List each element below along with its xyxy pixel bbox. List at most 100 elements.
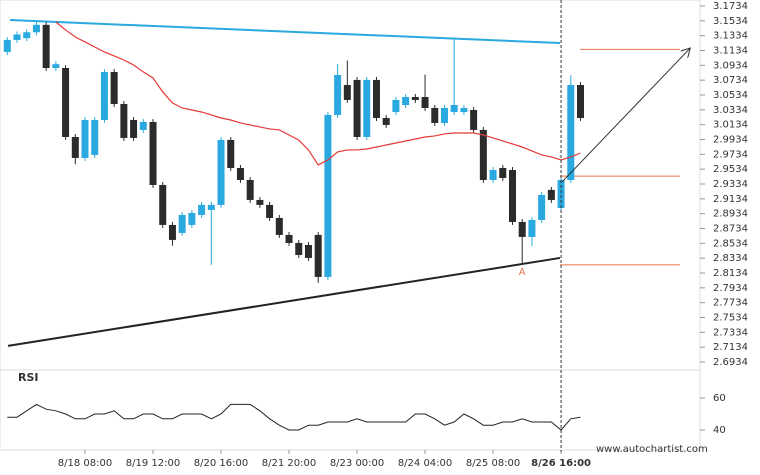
candle-body bbox=[32, 24, 40, 33]
candle-body bbox=[576, 84, 584, 118]
y-tick-label: 3.0334 bbox=[713, 105, 748, 116]
candle-body bbox=[207, 204, 215, 210]
trend-line bbox=[9, 19, 561, 45]
y-tick-label: 2.9134 bbox=[713, 194, 748, 205]
candle-body bbox=[52, 64, 60, 69]
x-tick-label: 8/19 12:00 bbox=[126, 458, 180, 469]
x-tick-label: 8/25 08:00 bbox=[466, 458, 520, 469]
candle-body bbox=[159, 184, 167, 225]
y-tick-label: 60 bbox=[713, 393, 726, 404]
y-tick-label: 2.8734 bbox=[713, 224, 748, 235]
candle-body bbox=[363, 79, 371, 137]
candle-body bbox=[23, 32, 31, 39]
candle-body bbox=[450, 105, 458, 112]
candle-body bbox=[295, 242, 303, 255]
candle-body bbox=[372, 79, 380, 118]
candle-body bbox=[266, 204, 274, 218]
candle-body bbox=[304, 244, 312, 258]
candle-body bbox=[13, 34, 21, 40]
candle-body bbox=[120, 103, 128, 138]
candle-body bbox=[42, 24, 50, 69]
candle-body bbox=[518, 221, 526, 237]
candle-body bbox=[499, 167, 507, 178]
candle-body bbox=[557, 179, 565, 208]
y-tick-label: 40 bbox=[713, 425, 726, 436]
y-tick-label: 2.8134 bbox=[713, 268, 748, 279]
y-tick-label: 2.9534 bbox=[713, 164, 748, 175]
candle-body bbox=[343, 84, 351, 100]
annotation: A bbox=[519, 267, 526, 278]
candle-body bbox=[353, 79, 361, 137]
y-tick-label: 2.7534 bbox=[713, 313, 748, 324]
y-tick-label: 3.1534 bbox=[713, 16, 748, 27]
forecast-arrow bbox=[561, 48, 690, 183]
y-tick-label: 2.8334 bbox=[713, 253, 748, 264]
price-frame bbox=[0, 0, 701, 371]
candle-body bbox=[440, 107, 448, 123]
candle-body bbox=[285, 234, 293, 243]
candle-body bbox=[402, 97, 410, 106]
y-tick-label: 3.1334 bbox=[713, 31, 748, 42]
candle-body bbox=[460, 107, 468, 112]
candle-body bbox=[275, 217, 283, 235]
y-tick-label: 3.0134 bbox=[713, 120, 748, 131]
trend-line bbox=[7, 256, 561, 347]
candle-body bbox=[382, 117, 390, 125]
y-tick-label: 2.7334 bbox=[713, 327, 748, 338]
candle-body bbox=[110, 72, 118, 104]
candle-body bbox=[62, 68, 70, 137]
y-tick-label: 3.0734 bbox=[713, 75, 748, 86]
candle-body bbox=[71, 136, 79, 158]
candle-body bbox=[314, 234, 322, 277]
y-tick-label: 2.7934 bbox=[713, 283, 748, 294]
y-tick-label: 2.7134 bbox=[713, 342, 748, 353]
candle-body bbox=[178, 214, 186, 233]
y-tick-label: 2.9734 bbox=[713, 149, 748, 160]
rsi-frame bbox=[0, 369, 701, 451]
candle-body bbox=[479, 129, 487, 180]
candle-body bbox=[139, 121, 147, 130]
candle-body bbox=[567, 84, 575, 180]
candle-body bbox=[227, 139, 235, 168]
y-tick-label: 2.7734 bbox=[713, 298, 748, 309]
x-tick-label: 8/21 20:00 bbox=[262, 458, 316, 469]
candle-body bbox=[81, 119, 89, 158]
candle-body bbox=[149, 121, 157, 185]
footer: www.autochartist.com bbox=[596, 444, 708, 455]
candle-body bbox=[538, 194, 546, 220]
candle-body bbox=[411, 97, 419, 100]
moving-average bbox=[55, 21, 581, 166]
y-tick-label: 3.0534 bbox=[713, 90, 748, 101]
y-tick-label: 2.8934 bbox=[713, 209, 748, 220]
candle-body bbox=[334, 74, 342, 115]
y-tick-label: 2.9934 bbox=[713, 135, 748, 146]
candle-body bbox=[489, 169, 497, 180]
rsi-title: RSI bbox=[18, 371, 39, 384]
y-tick-label: 2.6934 bbox=[713, 357, 748, 368]
rsi-line bbox=[7, 403, 581, 431]
candle-body bbox=[421, 97, 429, 108]
y-tick-label: 2.9334 bbox=[713, 179, 748, 190]
x-tick-label: 8/23 00:00 bbox=[330, 458, 384, 469]
x-tick-label: 8/26 16:00 bbox=[531, 458, 591, 469]
candle-body bbox=[392, 99, 400, 112]
candle-body bbox=[528, 219, 536, 237]
candle-body bbox=[217, 139, 225, 205]
x-tick-label: 8/18 08:00 bbox=[58, 458, 112, 469]
candle-body bbox=[3, 39, 11, 52]
candle-body bbox=[91, 119, 99, 155]
y-tick-label: 3.0934 bbox=[713, 60, 748, 71]
x-tick-label: 8/20 16:00 bbox=[194, 458, 248, 469]
candle-body bbox=[236, 167, 244, 180]
x-tick-label: 8/24 04:00 bbox=[398, 458, 452, 469]
y-tick-label: 3.1734 bbox=[713, 1, 748, 12]
candle-body bbox=[508, 169, 516, 222]
candle-body bbox=[168, 224, 176, 240]
candle-body bbox=[246, 179, 254, 200]
candle-body bbox=[324, 114, 332, 277]
y-tick-label: 2.8534 bbox=[713, 238, 748, 249]
candle-body bbox=[130, 119, 138, 138]
candle-body bbox=[100, 72, 108, 120]
candle-body bbox=[188, 212, 196, 225]
